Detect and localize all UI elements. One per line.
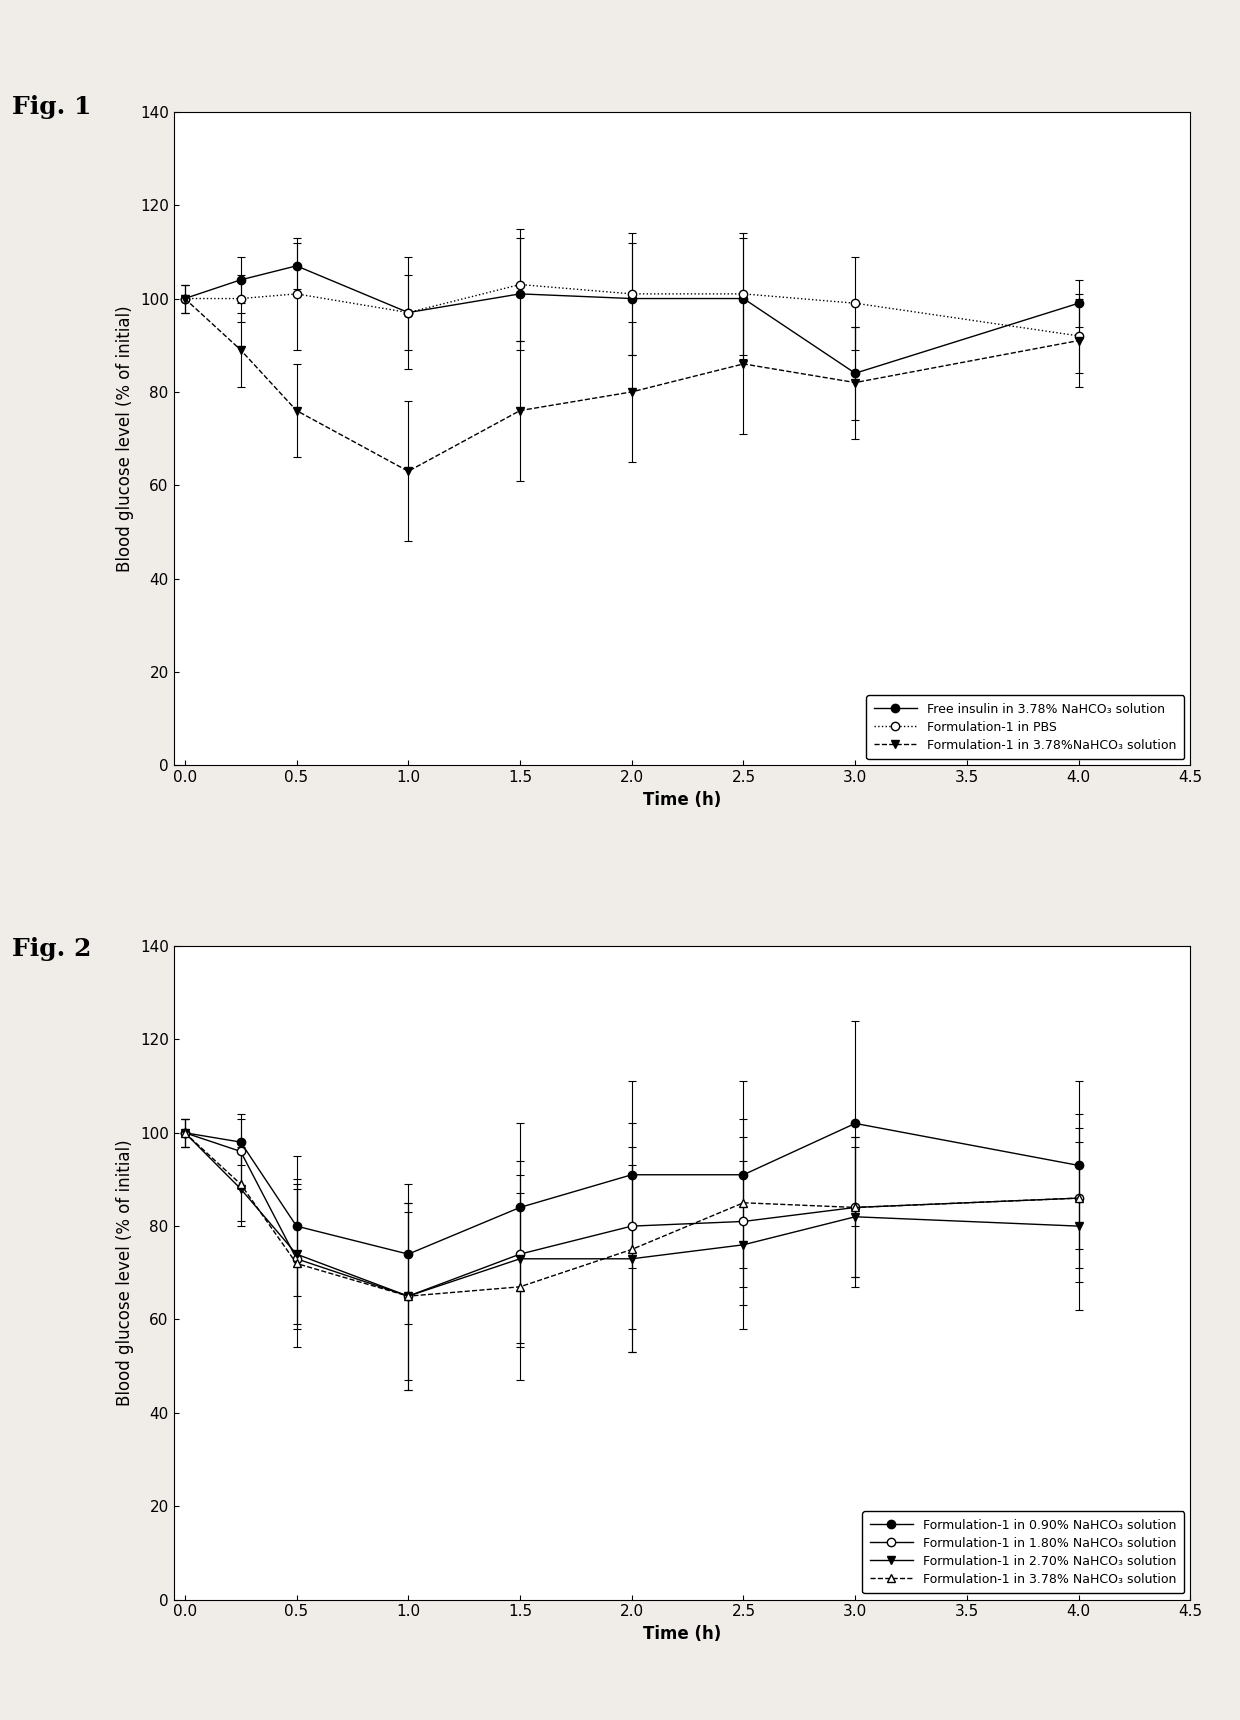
Legend: Formulation-1 in 0.90% NaHCO₃ solution, Formulation-1 in 1.80% NaHCO₃ solution, : Formulation-1 in 0.90% NaHCO₃ solution, … <box>862 1512 1184 1593</box>
Text: Fig. 1: Fig. 1 <box>12 95 92 119</box>
Y-axis label: Blood glucose level (% of initial): Blood glucose level (% of initial) <box>117 1139 134 1407</box>
Y-axis label: Blood glucose level (% of initial): Blood glucose level (% of initial) <box>117 304 134 573</box>
Legend: Free insulin in 3.78% NaHCO₃ solution, Formulation-1 in PBS, Formulation-1 in 3.: Free insulin in 3.78% NaHCO₃ solution, F… <box>866 695 1184 759</box>
X-axis label: Time (h): Time (h) <box>642 791 722 808</box>
Text: Fig. 2: Fig. 2 <box>12 937 92 961</box>
X-axis label: Time (h): Time (h) <box>642 1625 722 1643</box>
